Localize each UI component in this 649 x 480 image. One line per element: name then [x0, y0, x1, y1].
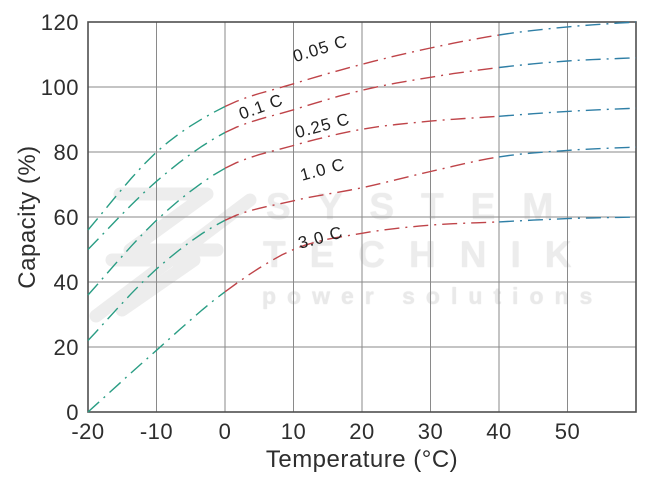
x-tick-label: 30 — [418, 419, 443, 444]
x-tick-label: 50 — [555, 419, 580, 444]
curve-label-005C: 0.05 C — [291, 31, 350, 66]
y-tick-label: 20 — [54, 335, 79, 360]
x-tick-label: 40 — [486, 419, 511, 444]
y-tick-label: 100 — [41, 75, 79, 100]
x-tick-label: -20 — [71, 419, 104, 444]
curve-30C-hot-segment — [498, 216, 637, 223]
x-tick-label: 10 — [281, 419, 306, 444]
curve-30C-mid-segment — [224, 221, 500, 293]
curve-01C-hot-segment — [498, 57, 637, 69]
curve-005C-mid-segment — [224, 34, 500, 108]
y-axis-title: Capacity (%) — [14, 145, 41, 289]
y-tick-label: 40 — [54, 270, 79, 295]
curve-10C-hot-segment — [498, 146, 637, 158]
y-tick-label: 80 — [54, 140, 79, 165]
y-tick-label: 0 — [66, 400, 79, 425]
x-tick-label: -10 — [140, 419, 173, 444]
x-tick-label: 20 — [349, 419, 374, 444]
curve-025C-hot-segment — [498, 107, 637, 117]
curve-label-025C: 0.25 C — [293, 109, 352, 142]
curve-10C-mid-segment — [224, 156, 500, 221]
x-tick-label: 0 — [219, 419, 232, 444]
curve-01C-mid-segment — [224, 66, 500, 134]
curve-label-10C: 1.0 C — [298, 155, 347, 185]
curve-01C-cold-segment — [87, 131, 226, 250]
x-axis-title-text: Temperature (°C) — [265, 446, 459, 473]
curve-label-30C: 3.0 C — [296, 223, 345, 253]
y-tick-label: 60 — [54, 205, 79, 230]
y-tick-label: 120 — [41, 10, 79, 35]
curve-005C-hot-segment — [498, 21, 637, 36]
curve-025C-mid-segment — [224, 115, 500, 169]
x-axis-title: Temperature (°C) — [0, 446, 649, 474]
